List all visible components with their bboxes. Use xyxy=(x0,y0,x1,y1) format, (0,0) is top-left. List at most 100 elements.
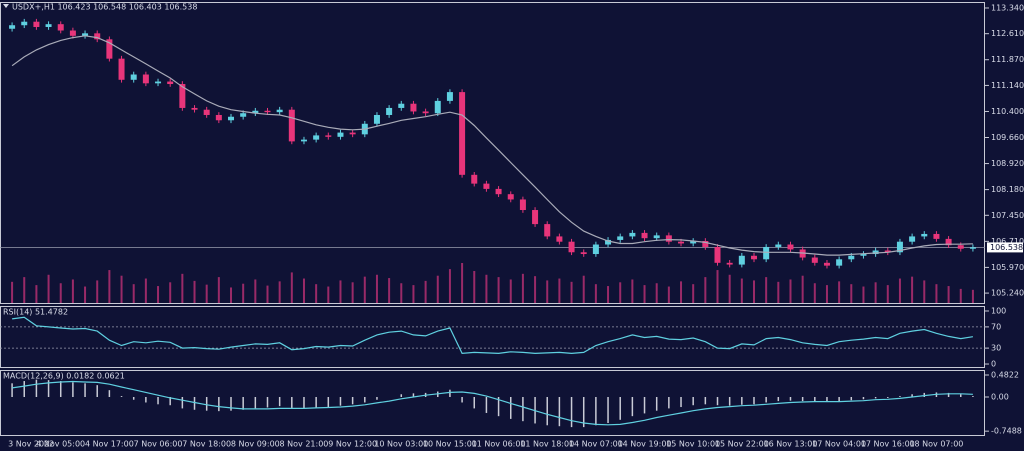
candle-body xyxy=(337,132,344,137)
macd-bar xyxy=(947,392,950,398)
macd-bar xyxy=(595,397,597,426)
macd-bar xyxy=(303,397,305,409)
volume-bar xyxy=(570,281,573,303)
macd-bar xyxy=(291,397,293,408)
macd-bar xyxy=(72,382,74,398)
candle-body xyxy=(763,246,770,260)
y-tick-label: 112.610 xyxy=(991,29,1024,38)
volume-bar xyxy=(388,278,391,303)
x-tick-label: 15 Nov 22:00 xyxy=(715,440,769,449)
rsi-pane-title: RSI(14) 51.4782 xyxy=(3,308,68,317)
x-tick-label: 14 Nov 07:00 xyxy=(569,440,623,449)
candle-body xyxy=(240,113,247,117)
volume-bar xyxy=(23,277,26,303)
y-tick-label: -0.7488 xyxy=(991,427,1022,436)
y-tick-label: 111.870 xyxy=(991,55,1024,64)
volume-bar xyxy=(509,279,512,303)
volume-bar xyxy=(546,280,549,303)
candle-body xyxy=(9,25,16,29)
macd-bar xyxy=(801,397,804,402)
macd-bar xyxy=(412,393,415,398)
volume-bar xyxy=(838,281,841,303)
candle-body xyxy=(726,262,733,265)
volume-bar xyxy=(497,277,500,303)
macd-bar xyxy=(777,397,780,402)
volume-bar xyxy=(84,286,87,303)
x-tick-label: 8 Nov 09:00 xyxy=(231,440,280,449)
x-tick-label: 3 Nov 2022 xyxy=(8,440,54,449)
x-tick-label: 16 Nov 13:00 xyxy=(764,440,818,449)
macd-bar xyxy=(509,397,512,419)
candle-body xyxy=(872,250,879,255)
candle-body xyxy=(909,236,916,242)
macd-bar xyxy=(570,397,573,428)
macd-bar xyxy=(181,397,184,409)
volume-bar xyxy=(619,282,622,303)
candle-body xyxy=(191,107,198,110)
candle-body xyxy=(665,235,672,242)
y-tick-label: 0 xyxy=(991,360,996,369)
candle-body xyxy=(532,210,539,225)
candle-body xyxy=(775,244,782,247)
candle-body xyxy=(860,254,867,256)
macd-bar xyxy=(461,397,463,403)
candle-body xyxy=(678,241,685,244)
candle-body xyxy=(495,188,502,195)
pane-frame xyxy=(0,306,985,368)
volume-bar xyxy=(47,274,50,303)
x-tick-label: 10 Nov 15:00 xyxy=(423,440,477,449)
candle-body xyxy=(459,92,466,175)
macd-bar xyxy=(741,397,743,405)
candle-body xyxy=(483,183,490,189)
pane-frame xyxy=(0,2,985,304)
candle-body xyxy=(373,114,380,124)
volume-bar xyxy=(667,286,670,303)
candle-body xyxy=(896,241,903,253)
x-tick-label: 18 Nov 07:00 xyxy=(909,440,963,449)
volume-bar xyxy=(862,286,865,303)
volume-bar xyxy=(959,288,962,303)
x-tick-label: 15 Nov 10:00 xyxy=(666,440,720,449)
candle-body xyxy=(544,224,551,237)
macd-bar xyxy=(473,397,476,409)
candle-body xyxy=(264,110,271,113)
volume-bar xyxy=(169,282,172,303)
candle-body xyxy=(386,107,393,115)
volume-bar xyxy=(461,263,464,303)
candle-body xyxy=(276,109,283,113)
macd-bar xyxy=(193,397,196,410)
y-tick-label: 0.00 xyxy=(991,393,1009,402)
macd-bar xyxy=(218,397,220,412)
y-tick-label: 70 xyxy=(991,322,1001,331)
volume-bar xyxy=(850,284,853,303)
macd-bar xyxy=(278,397,281,407)
x-tick-label: 4 Nov 17:00 xyxy=(85,440,134,449)
volume-bar xyxy=(375,274,378,303)
candle-body xyxy=(580,252,587,255)
volume-bar xyxy=(120,275,123,303)
macd-bar xyxy=(887,397,889,398)
volume-bar xyxy=(923,280,926,303)
volume-bar xyxy=(327,286,330,303)
macd-bar xyxy=(157,397,159,405)
macd-bar xyxy=(96,385,98,398)
y-tick-label: 106.710 xyxy=(991,237,1024,246)
candle-body xyxy=(94,33,101,40)
volume-bar xyxy=(290,272,293,303)
macd-pane-title: MACD(12,26,9) 0.0182 0.0621 xyxy=(3,372,125,381)
volume-bar xyxy=(230,287,233,303)
candle-body xyxy=(57,24,64,31)
macd-bar xyxy=(753,397,755,405)
candle-body xyxy=(714,246,721,263)
x-tick-label: 7 Nov 06:00 xyxy=(134,440,183,449)
candle-body xyxy=(519,199,526,211)
candle-body xyxy=(215,114,222,121)
volume-bar xyxy=(412,285,415,303)
candle-body xyxy=(142,74,149,84)
y-tick-label: 108.180 xyxy=(991,185,1024,194)
candle-body xyxy=(957,245,964,249)
volume-bar xyxy=(205,284,208,303)
macd-bar xyxy=(899,396,901,398)
